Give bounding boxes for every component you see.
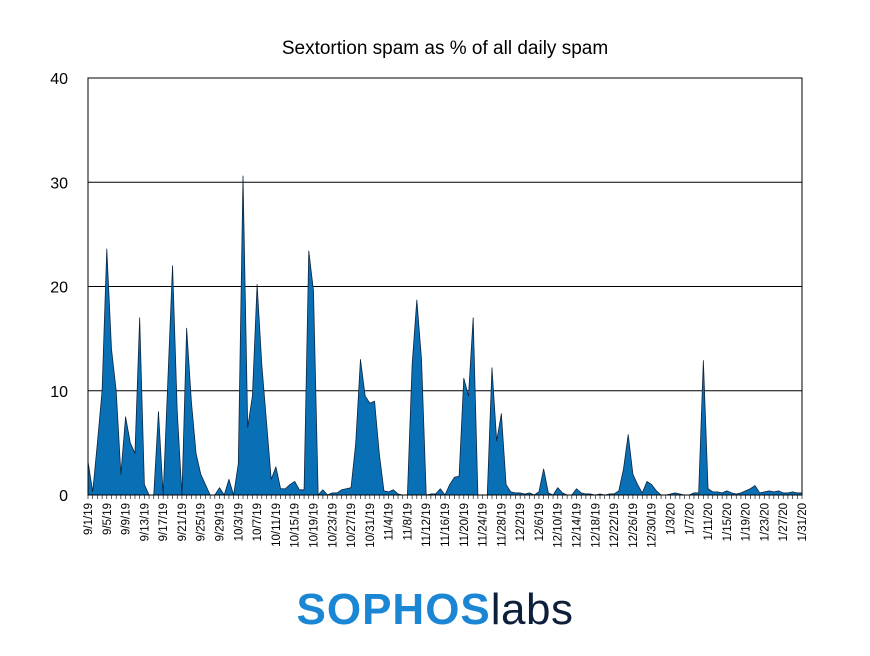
y-tick-label: 0 (59, 488, 68, 505)
x-tick-label: 11/24/19 (478, 503, 490, 547)
x-tick-label: 1/7/20 (684, 503, 696, 535)
y-tick-label: 10 (50, 384, 68, 401)
plot-border (87, 77, 803, 496)
x-tick-label: 9/9/19 (121, 503, 133, 535)
x-tick-label: 9/25/19 (196, 503, 208, 541)
x-tick-label: 11/4/19 (384, 503, 396, 541)
x-tick-label: 1/31/20 (797, 503, 809, 541)
x-tick-label: 1/15/20 (722, 503, 734, 541)
x-tick-label: 10/11/19 (271, 503, 283, 547)
x-tick-label: 12/18/19 (590, 503, 602, 548)
x-tick-label: 12/22/19 (609, 503, 621, 548)
x-axis: 9/1/19 9/5/19 9/9/19 9/13/19 9/17/19 9/21/19 9… (83, 495, 809, 548)
x-tick-label: 1/11/20 (703, 503, 715, 541)
logo-sophos: SOPHOS (296, 585, 491, 634)
logo-labs: labs (490, 585, 574, 634)
x-tick-label: 10/31/19 (365, 503, 377, 548)
x-tick-label: 9/29/19 (215, 503, 227, 541)
x-tick-label: 12/30/19 (647, 503, 659, 548)
y-tick-label: 20 (50, 280, 68, 297)
x-tick-label: 12/14/19 (572, 503, 584, 548)
gridlines (88, 77, 802, 496)
x-tick-label: 1/3/20 (665, 503, 677, 535)
x-tick-label: 11/20/19 (459, 503, 471, 547)
x-tick-label: 10/23/19 (327, 503, 339, 548)
data-area (87, 175, 803, 496)
x-tick-label: 9/17/19 (158, 503, 170, 541)
x-tick-label: 10/15/19 (290, 503, 302, 548)
x-tick-label: 1/19/20 (741, 503, 753, 541)
x-tick-label: 12/2/19 (515, 503, 527, 541)
series-area (87, 175, 803, 496)
x-tick-label: 1/23/20 (759, 503, 771, 541)
x-tick-label: 10/19/19 (308, 503, 320, 548)
y-tick-label: 30 (50, 175, 68, 192)
y-tick-label: 40 (50, 71, 68, 88)
x-tick-label: 12/6/19 (534, 503, 546, 541)
x-tick-label: 10/27/19 (346, 503, 358, 548)
sophoslabs-logo: SOPHOSlabs (0, 586, 870, 634)
x-tick-label: 11/16/19 (440, 503, 452, 547)
x-tick-label: 11/8/19 (402, 503, 414, 541)
x-tick-label: 12/10/19 (553, 503, 565, 548)
x-tick-label: 9/5/19 (102, 503, 114, 535)
x-tick-label: 9/21/19 (177, 503, 189, 541)
x-tick-label: 10/3/19 (233, 503, 245, 541)
x-tick-label: 1/27/20 (778, 503, 790, 541)
x-tick-label: 10/7/19 (252, 503, 264, 541)
x-tick-label: 11/28/19 (496, 503, 508, 547)
x-tick-label: 9/13/19 (139, 503, 151, 541)
x-tick-label: 12/26/19 (628, 503, 640, 548)
chart-title: Sextortion spam as % of all daily spam (282, 38, 608, 59)
y-axis: 0 10 20 30 40 (50, 71, 68, 505)
x-tick-label: 11/12/19 (421, 503, 433, 547)
x-tick-label: 9/1/19 (83, 503, 95, 535)
